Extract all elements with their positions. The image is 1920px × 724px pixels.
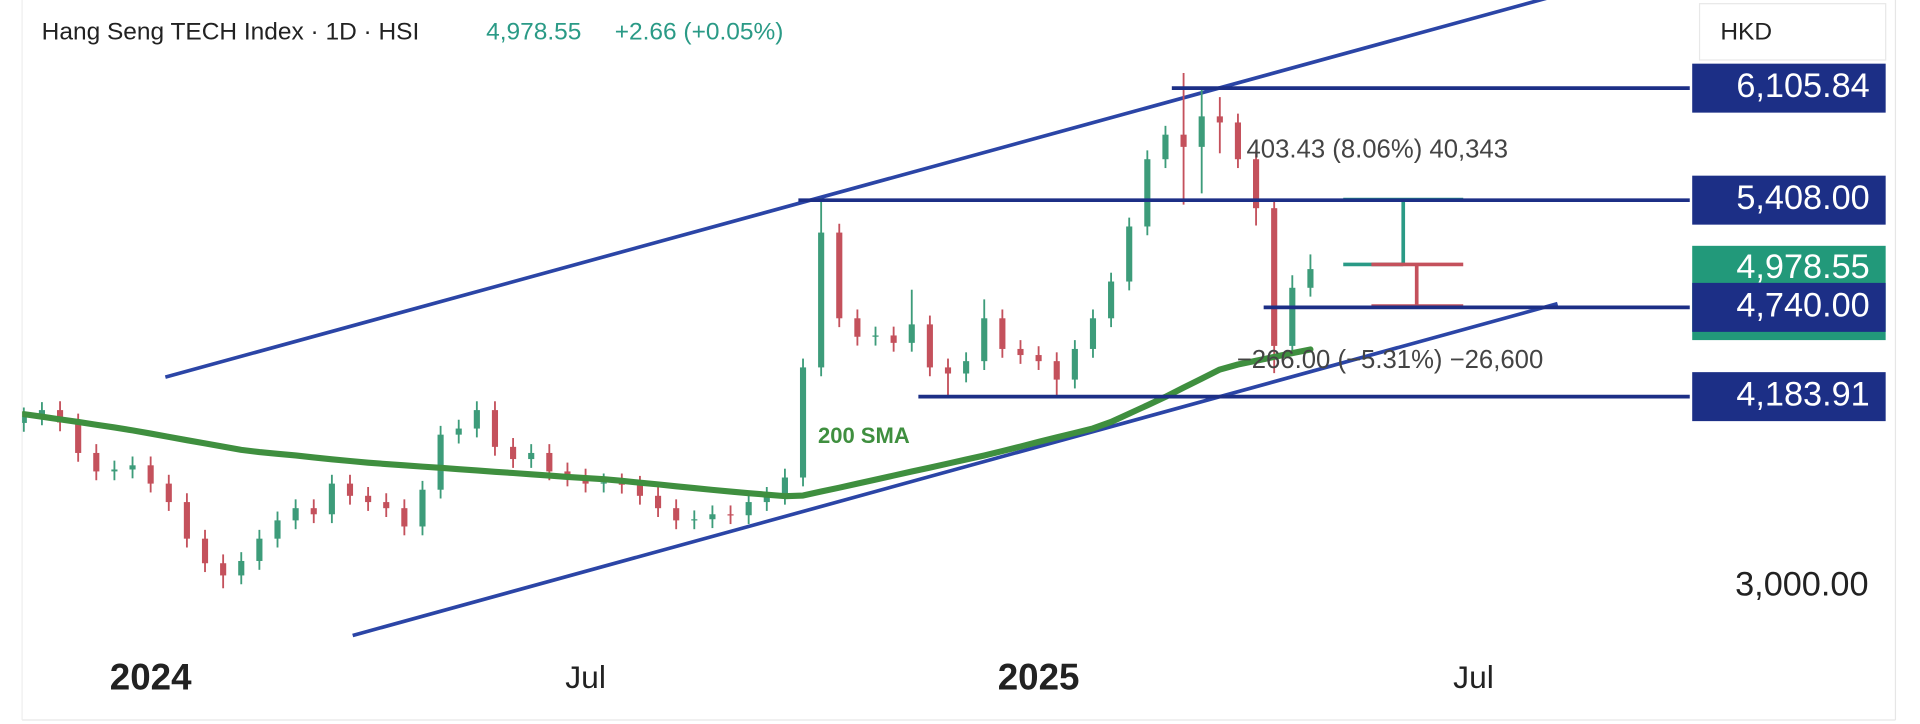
candle-body [1071, 348, 1078, 380]
candle-body [999, 318, 1006, 349]
candle-body [981, 318, 988, 362]
candle-body [963, 361, 970, 374]
candle-body [75, 422, 82, 453]
candle-body [1162, 134, 1169, 160]
candle-body [709, 514, 716, 520]
x-tick-label: Jul [1453, 659, 1494, 695]
candle-body [1089, 318, 1097, 349]
candle-body [38, 410, 45, 417]
plot-area [22, 0, 1559, 638]
candle-body [1035, 355, 1042, 362]
candle-body [872, 335, 879, 337]
y-tick-label: 3,000.00 [1735, 566, 1868, 604]
candle-body [673, 508, 680, 521]
candle-body [383, 502, 390, 509]
candle-body [1271, 208, 1278, 346]
measure-up [1343, 197, 1464, 267]
candle-body [818, 232, 825, 368]
candle-body [274, 520, 281, 539]
sma-label: 200 SMA [818, 423, 910, 448]
price-label-box [1692, 282, 1886, 332]
candle-body [1126, 226, 1133, 282]
candle-body [220, 563, 227, 576]
channel-lower [352, 301, 1559, 638]
candle-body [111, 469, 118, 472]
candle-body [292, 508, 299, 521]
price-label: 5,408.00 [1736, 179, 1869, 217]
price-change: +2.66 (+0.05%) [615, 19, 784, 46]
candle-body [1253, 159, 1260, 209]
candle-body [1144, 159, 1151, 227]
candle-body [1307, 269, 1314, 288]
candle-body [1108, 281, 1115, 319]
candle-body [93, 452, 100, 472]
candle-body [600, 482, 607, 484]
candle-body [836, 232, 843, 319]
candle-body [691, 519, 698, 521]
candle-body [908, 324, 915, 343]
x-tick-label: Jul [565, 659, 606, 695]
candle-body [455, 428, 462, 435]
candle-body [401, 508, 408, 527]
candle-body [473, 410, 480, 429]
chart-title: Hang Seng TECH Index · 1D · HSI [42, 19, 420, 46]
candle-body [636, 484, 643, 496]
candle-body [1198, 116, 1205, 147]
candle-body [799, 367, 807, 478]
candle-body [510, 446, 517, 460]
candle-body [727, 514, 734, 516]
candle-body [346, 483, 354, 496]
channel-upper [164, 0, 1547, 379]
candle-body [1289, 287, 1296, 346]
candle-body [165, 483, 172, 503]
candle-body [147, 465, 154, 484]
price-label: 4,183.91 [1736, 376, 1869, 414]
measure-label: −266.00 (−5.31%) −26,600 [1237, 346, 1544, 374]
candle-body [926, 324, 933, 368]
x-tick-label: 2025 [998, 656, 1080, 697]
candle-body [1017, 348, 1024, 356]
x-tick-label: 2024 [110, 656, 192, 697]
price-label-box [1692, 175, 1886, 225]
candle-body [654, 495, 662, 509]
candle-body [419, 489, 426, 527]
candle-body [183, 502, 190, 539]
candle-body [22, 416, 27, 423]
candle-body [944, 367, 952, 374]
measure-label: 403.43 (8.06%) 40,343 [1247, 135, 1509, 163]
candle-body [781, 477, 788, 496]
candle-body [491, 410, 499, 447]
candle-body [256, 538, 263, 561]
candle-body [328, 483, 335, 515]
candle-body [129, 465, 136, 470]
price-label: 4,740.00 [1736, 286, 1869, 324]
candle-body [437, 434, 444, 490]
measure-down [1371, 262, 1464, 308]
last-price: 4,978.55 [486, 19, 581, 46]
price-label: 6,105.84 [1736, 67, 1869, 105]
candle-body [310, 508, 317, 515]
currency: HKD [1720, 19, 1772, 46]
candle-body [546, 452, 553, 472]
price-label: 4,978.55 [1736, 248, 1869, 286]
price-label-box [1692, 372, 1886, 422]
candle-body [238, 560, 245, 576]
currency-box[interactable] [1698, 3, 1887, 61]
candle-body [854, 318, 861, 337]
candle-body [1216, 116, 1223, 123]
candle-body [1053, 361, 1060, 380]
candle-body [1234, 122, 1242, 160]
candle-body [365, 495, 372, 503]
candle-body [201, 538, 209, 564]
price-label-box [1692, 63, 1886, 113]
candle-body [1180, 134, 1187, 147]
candle-body [890, 335, 897, 343]
candle-body [763, 495, 770, 503]
candle-body [745, 502, 752, 516]
candle-body [528, 452, 535, 460]
sma-line [22, 346, 1314, 500]
